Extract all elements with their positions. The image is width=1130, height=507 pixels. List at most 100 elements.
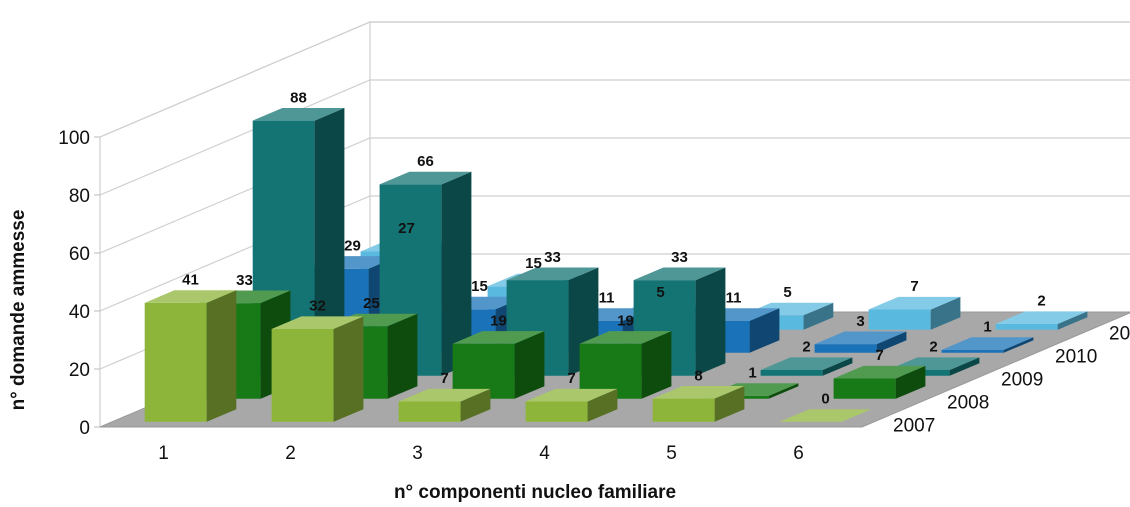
data-label: 7	[910, 278, 918, 295]
bar-side-face	[714, 386, 745, 422]
data-label: 41	[182, 272, 199, 289]
bar-top-face	[525, 388, 618, 402]
bar-side-face	[514, 331, 545, 399]
data-label: 2	[929, 339, 937, 356]
bar-front-face	[868, 309, 931, 330]
bar-top-face	[652, 386, 745, 399]
data-label: 88	[290, 89, 307, 106]
data-label: 25	[363, 295, 380, 312]
axes: 02040608010012345620072008200920102011	[58, 128, 1130, 464]
data-label: 15	[471, 278, 488, 295]
gridline	[99, 137, 1130, 254]
gridline	[99, 21, 1130, 138]
data-label: 32	[309, 298, 326, 315]
data-label: 8	[694, 367, 702, 384]
data-label: 2	[802, 339, 810, 356]
bar-side-face	[641, 331, 672, 399]
bar-front-face	[452, 343, 515, 399]
bar	[652, 386, 745, 422]
series-label: 2011	[1109, 324, 1130, 345]
data-label: 1	[748, 365, 756, 382]
y-tick-label: 60	[69, 244, 90, 265]
y-tick-label: 20	[69, 360, 90, 381]
x-tick-label: 1	[158, 443, 169, 464]
data-label: 2	[1037, 293, 1045, 310]
bar-front-face	[525, 401, 588, 422]
bar	[833, 365, 926, 399]
bar-side-face	[206, 290, 237, 422]
bar	[579, 331, 672, 399]
bars	[144, 108, 1088, 422]
bar-side-face	[822, 357, 853, 376]
bar-front-face	[995, 324, 1058, 330]
gridline	[99, 195, 1130, 312]
bar-side-face	[876, 331, 907, 353]
bar-side-face	[333, 316, 364, 422]
data-labels: 27 15 5 5 7 2 29 15 11 11 3 1 88 66 33 33 2 2 33 25 19 19 1 7 41…	[182, 89, 1046, 407]
x-axis-title: n° componenti nucleo familiare	[394, 482, 676, 503]
bar	[525, 388, 618, 422]
bar	[941, 337, 1034, 353]
bar-front-face	[144, 302, 207, 422]
y-tick-label: 40	[69, 302, 90, 323]
bar-front-face	[652, 398, 715, 422]
bar-top-face	[144, 290, 237, 303]
x-tick-label: 6	[793, 443, 804, 464]
data-label: 66	[417, 153, 434, 170]
y-axis-title: n° domande ammesse	[8, 210, 29, 411]
bar-side-face	[749, 308, 780, 353]
bar-side-face	[768, 383, 799, 399]
x-tick-label: 4	[539, 443, 550, 464]
data-label: 7	[440, 370, 448, 387]
bar-side-face	[441, 171, 472, 376]
bar	[760, 357, 853, 376]
bar-top-face	[579, 331, 672, 344]
data-label: 7	[567, 370, 575, 387]
series-label: 2010	[1055, 347, 1097, 368]
bar	[452, 331, 545, 399]
bar-front-face	[398, 401, 461, 422]
bar-top-face	[271, 316, 364, 329]
bar-side-face	[949, 357, 980, 376]
bar-top-face	[779, 409, 872, 422]
x-tick-label: 2	[285, 443, 296, 464]
series-label: 2008	[947, 393, 989, 414]
bar-side-face	[803, 302, 834, 330]
data-label: 11	[726, 290, 742, 307]
data-label: 33	[236, 272, 253, 289]
bar	[252, 108, 345, 376]
bar-top-face	[760, 357, 853, 370]
data-label: 5	[656, 284, 664, 301]
bar	[868, 296, 961, 330]
data-label: 5	[783, 284, 791, 301]
bar-side-face	[695, 267, 726, 376]
bar-front-face	[579, 343, 642, 399]
bar-side-face	[1057, 311, 1088, 330]
bar-side-face	[587, 388, 618, 422]
data-label: 33	[544, 249, 561, 266]
data-label: 1	[983, 319, 991, 336]
bar-top-face	[506, 267, 599, 281]
bar-front-face	[760, 370, 823, 376]
data-label: 19	[617, 312, 634, 329]
bar-side-face	[460, 388, 491, 422]
data-label: 33	[671, 249, 688, 266]
bar-top-face	[833, 365, 926, 379]
bar	[398, 388, 491, 422]
bar-top-face	[868, 296, 961, 310]
bar-front-face	[814, 344, 877, 353]
data-label: 11	[599, 290, 615, 307]
bar	[144, 290, 237, 422]
bar-side-face	[895, 365, 926, 399]
bar-top-face	[941, 337, 1034, 350]
bar-top-face	[398, 388, 491, 402]
series-label: 2009	[1001, 370, 1043, 391]
bar-front-face	[833, 378, 896, 399]
bar-side-face	[1003, 337, 1034, 353]
bar	[271, 316, 364, 422]
data-label: 7	[875, 347, 883, 364]
bar-top-face	[379, 171, 472, 185]
data-label: 3	[856, 313, 864, 330]
x-tick-label: 3	[412, 443, 423, 464]
